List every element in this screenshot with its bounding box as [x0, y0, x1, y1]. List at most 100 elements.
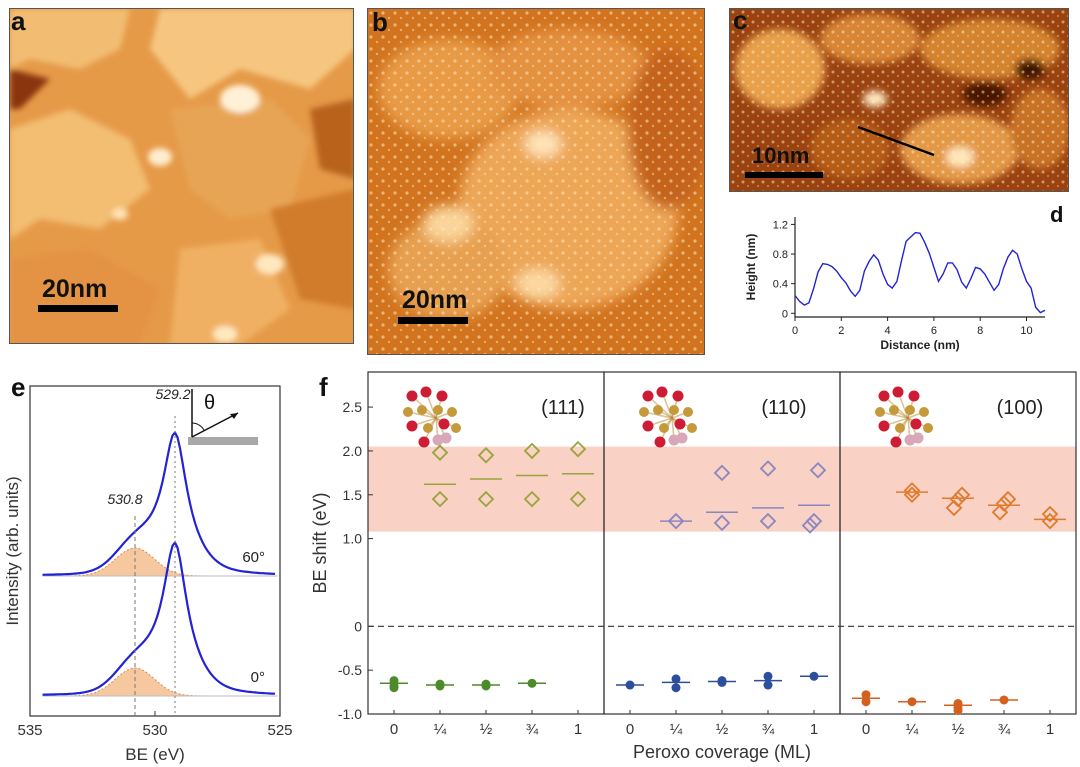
f-subpanel-frame: [603, 371, 841, 715]
panel-label-a: a: [11, 6, 26, 36]
f-x-tick-label: ¾: [526, 721, 539, 738]
f-filled-dot: [763, 680, 773, 690]
f-structure-atom: [889, 405, 899, 415]
stm-image-a: [9, 8, 354, 344]
f-structure-atom: [654, 436, 666, 448]
f-filled-dot: [953, 705, 963, 715]
d-y-tick-label: 1.2: [773, 219, 788, 231]
scalebar-label-a: 20nm: [42, 275, 108, 303]
f-structure-atom: [418, 436, 430, 448]
e-x-tick-label: 530: [142, 722, 167, 739]
f-open-diamond: [995, 495, 1013, 512]
f-open-diamond: [523, 442, 541, 460]
scalebar-label-b: 20nm: [402, 286, 468, 314]
f-structure-atom: [438, 418, 450, 430]
f-filled-dot: [763, 671, 773, 681]
f-filled-dot: [671, 683, 681, 693]
scalebar-c: [745, 172, 823, 178]
f-open-diamond: [1041, 505, 1059, 523]
panel-label-e: e: [11, 372, 26, 402]
f-open-diamond: [903, 482, 921, 499]
f-open-diamond: [667, 512, 685, 530]
f-x-tick-label: ¼: [906, 721, 919, 738]
e-x-label: BE (eV): [125, 745, 185, 764]
e-x-tick-label: 535: [17, 722, 42, 739]
f-facet-label: (100): [997, 397, 1044, 419]
f-x-tick-label: ½: [952, 721, 965, 738]
stm-image-a-canvas: [10, 9, 353, 343]
f-open-diamond: [523, 490, 541, 508]
f-filled-dot: [861, 697, 871, 707]
f-y-tick-label: 2.0: [343, 443, 363, 459]
f-open-diamond: [431, 444, 449, 461]
f-structure-atom: [423, 423, 433, 433]
f-open-diamond: [759, 512, 777, 530]
f-open-diamond: [477, 490, 495, 508]
f-structure-atom: [674, 418, 686, 430]
stm-image-c-canvas: [730, 9, 1068, 191]
f-structure-atom: [923, 423, 933, 433]
e-series-label: 0°: [251, 669, 265, 686]
f-structure-atom: [420, 386, 432, 398]
d-x-tick-label: 10: [1020, 325, 1032, 337]
f-y-tick-label: -0.5: [338, 662, 362, 678]
f-x-tick-label: ½: [480, 721, 493, 738]
d-x-tick-label: 2: [838, 325, 844, 337]
f-filled-dot: [717, 677, 727, 687]
f-structure-atom: [878, 420, 890, 432]
e-spectrum-line: [42, 430, 276, 576]
f-open-diamond: [801, 517, 819, 534]
e-x-tick-label: 525: [267, 722, 292, 739]
f-open-diamond: [477, 447, 495, 464]
d-x-tick-label: 8: [977, 325, 983, 337]
chart-e: 535 530 525 BE (eV) Intensity (arb. units) 60…: [3, 385, 293, 764]
d-x-tick-label: 0: [792, 325, 798, 337]
f-structure-icon: [639, 386, 697, 448]
f-structure-atom: [440, 432, 452, 444]
f-y-tick-label: 1.5: [343, 487, 363, 503]
f-structure-atom: [895, 423, 905, 433]
f-open-diamond: [713, 464, 731, 482]
f-structure-atom: [642, 390, 654, 402]
panel-label-b: b: [372, 7, 388, 37]
panel-label-f: f: [319, 372, 328, 402]
scalebar-b: [398, 317, 468, 324]
f-filled-dot: [861, 690, 871, 700]
f-x-tick-label: 0: [862, 721, 870, 738]
f-x-tick-label: 1: [1046, 721, 1054, 738]
f-structure-atom: [642, 420, 654, 432]
f-x-tick-label: ¼: [434, 721, 447, 738]
f-open-diamond: [569, 490, 587, 508]
f-structure-atom: [433, 405, 443, 415]
panel-label-c: c: [733, 5, 748, 35]
f-structure-atom: [417, 405, 427, 415]
f-structure-atom: [653, 405, 663, 415]
f-structure-atom: [908, 390, 920, 402]
e-spectrum-line: [42, 540, 276, 696]
e-annotation-529: 529.2: [155, 386, 190, 402]
f-open-diamond: [431, 490, 449, 508]
e-inset-ray: [191, 412, 239, 438]
chart-d: 0 2 4 6 8 10 0 0.4 0.8 1.2 Distance (nm) Height (nm…: [744, 217, 1046, 352]
f-structure-atom: [910, 418, 922, 430]
f-structure-atom: [669, 405, 679, 415]
f-structure-icon: [875, 386, 933, 448]
profile-line: [857, 125, 935, 157]
f-x-tick-label: ¾: [762, 721, 775, 738]
f-structure-atom: [639, 407, 649, 417]
f-facet-label: (110): [761, 397, 806, 419]
f-open-diamond: [805, 512, 823, 530]
f-structure-atom: [912, 432, 924, 444]
f-structure-atom: [672, 390, 684, 402]
f-open-diamond: [953, 486, 971, 504]
f-x-tick-label: 1: [574, 721, 582, 738]
f-structure-atom: [919, 407, 929, 417]
f-structure-atom: [890, 436, 902, 448]
f-filled-dot: [435, 681, 445, 691]
f-y-tick-label: -1.0: [338, 706, 362, 722]
f-structure-atom: [892, 386, 904, 398]
f-y-tick-label: 2.5: [343, 399, 363, 415]
stm-image-b: [367, 8, 705, 355]
stm-image-c: [729, 8, 1069, 192]
f-y-tick-label: 1.0: [343, 531, 363, 547]
